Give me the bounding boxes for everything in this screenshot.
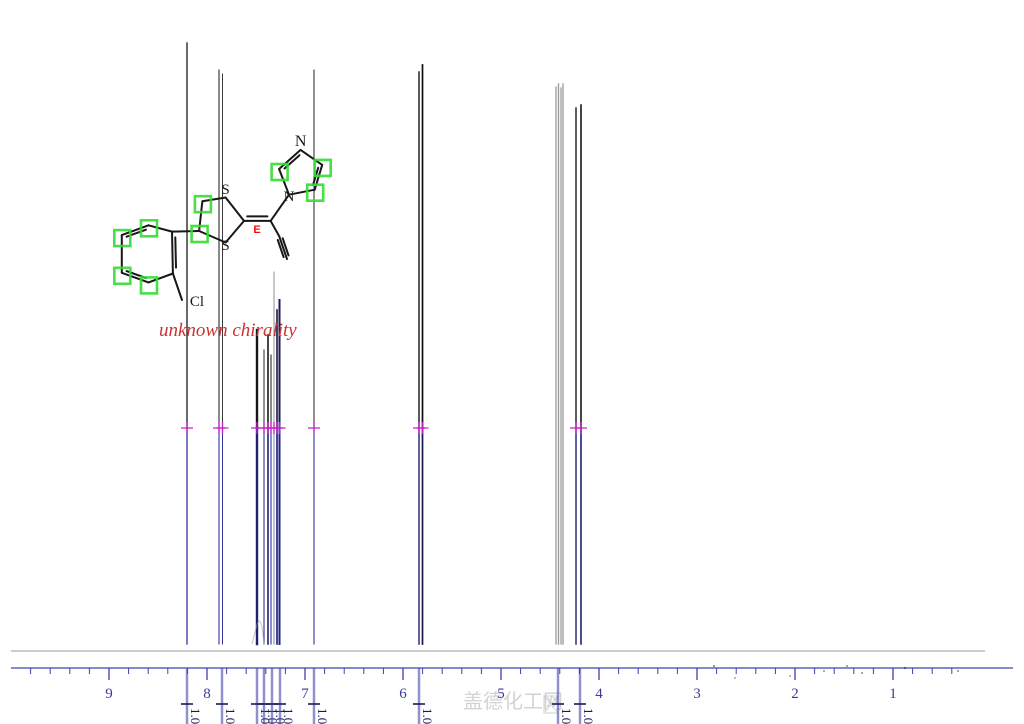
svg-text:1.02: 1.02 <box>281 708 296 724</box>
svg-text:1.00: 1.00 <box>420 708 435 724</box>
svg-text:3: 3 <box>693 686 701 702</box>
svg-text:N: N <box>295 133 307 150</box>
svg-text:5: 5 <box>497 686 505 702</box>
svg-text:*: * <box>198 228 201 235</box>
svg-text:1.00: 1.00 <box>559 708 574 724</box>
svg-text:1: 1 <box>889 686 897 702</box>
svg-text:N: N <box>284 189 295 205</box>
svg-text:unknown chirality: unknown chirality <box>159 320 297 341</box>
svg-text:8: 8 <box>203 686 211 702</box>
svg-text:4: 4 <box>595 686 603 702</box>
svg-text:1.00: 1.00 <box>223 708 238 724</box>
svg-text:S: S <box>221 182 229 198</box>
svg-text:E: E <box>253 224 260 236</box>
svg-text:1.00: 1.00 <box>315 708 330 724</box>
svg-text:1.00: 1.00 <box>581 708 596 724</box>
svg-text:6: 6 <box>399 686 407 702</box>
svg-text:S: S <box>221 238 229 254</box>
svg-text:Cl: Cl <box>190 294 204 310</box>
svg-text:2: 2 <box>791 686 799 702</box>
svg-text:7: 7 <box>301 686 309 702</box>
svg-text:1.00: 1.00 <box>188 708 203 724</box>
svg-text:9: 9 <box>105 686 113 702</box>
